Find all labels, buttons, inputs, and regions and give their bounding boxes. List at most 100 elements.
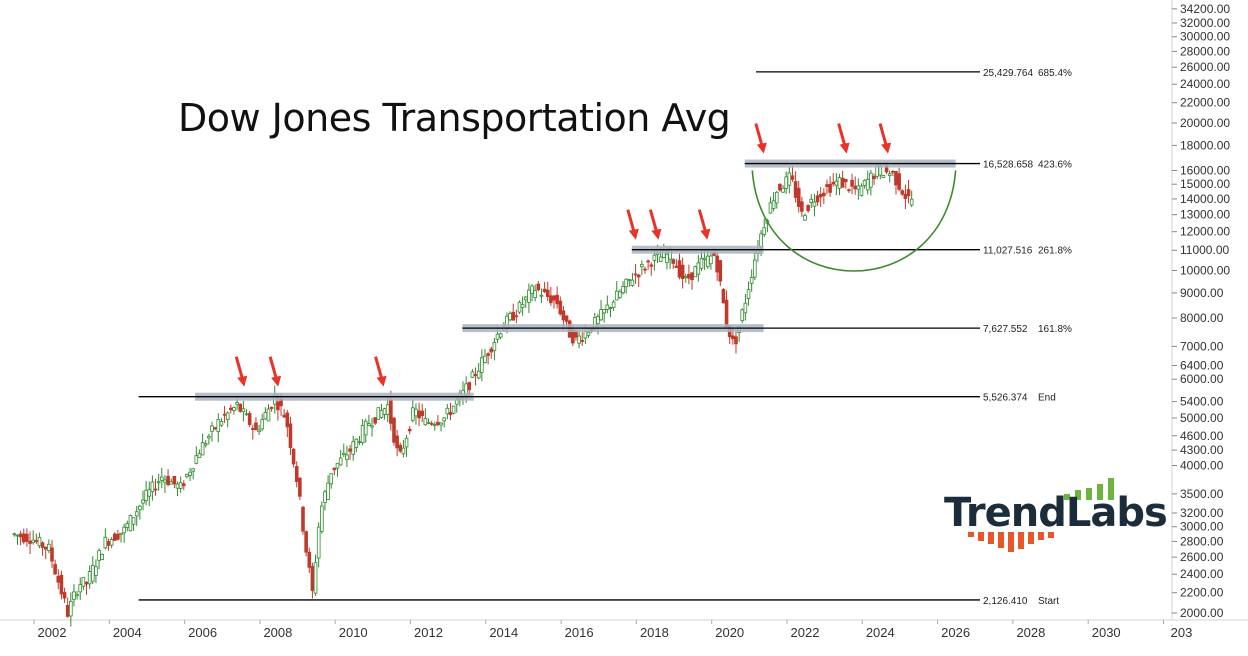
candle-body — [150, 481, 155, 493]
candle-body — [379, 409, 384, 418]
candle-body — [530, 285, 534, 294]
candle-body — [426, 421, 431, 424]
candle-body — [304, 531, 308, 553]
candle-body — [307, 551, 312, 568]
candle-body — [523, 296, 528, 301]
candle-body — [194, 455, 199, 464]
y-tick-label: 13000.00 — [1180, 208, 1230, 222]
candle-body — [250, 428, 255, 430]
candle-body — [138, 505, 142, 511]
candles — [12, 161, 914, 627]
candle-body — [329, 473, 334, 485]
candle-body — [621, 286, 625, 294]
candle-body — [72, 591, 76, 600]
candle-body — [50, 547, 54, 562]
candle-body — [815, 195, 820, 203]
x-tick-label: 203 — [1171, 625, 1193, 640]
candle-body — [181, 483, 186, 487]
x-tick-label: 2010 — [339, 625, 368, 640]
candle-body — [624, 278, 628, 288]
brand-bar-down — [978, 532, 984, 541]
candle-body — [87, 571, 92, 585]
y-tick-label: 18000.00 — [1180, 138, 1230, 152]
candle-body — [395, 435, 399, 449]
candle-body — [822, 192, 826, 197]
candle-body — [294, 466, 299, 483]
level-tag-label: 423.6% — [1038, 160, 1072, 171]
candle-body — [768, 202, 773, 214]
candle-body — [62, 592, 67, 599]
candle-body — [549, 295, 553, 304]
candle-body — [677, 260, 682, 278]
candle-body — [608, 307, 613, 309]
brand-bar-down — [968, 532, 974, 537]
x-tick-label: 2008 — [263, 625, 292, 640]
candle-body — [583, 330, 588, 339]
candle-body — [577, 335, 581, 344]
candle-body — [210, 425, 214, 432]
candle-body — [596, 316, 600, 325]
y-tick-label: 16000.00 — [1180, 163, 1230, 177]
candle-body — [891, 170, 895, 173]
candle-body — [872, 175, 876, 180]
red-arrow-icon — [268, 356, 282, 387]
candle-body — [188, 471, 192, 476]
candle-body — [812, 201, 817, 207]
candle-body — [762, 227, 767, 235]
candle-body — [665, 253, 669, 263]
candle-body — [310, 566, 315, 591]
candle-body — [260, 419, 265, 430]
brand-name: TrendLabs — [944, 490, 1168, 536]
y-tick-label: 2000.00 — [1180, 606, 1224, 620]
candle-body — [906, 189, 911, 197]
y-tick-label: 2600.00 — [1180, 550, 1224, 564]
candle-body — [163, 479, 167, 483]
candle-body — [332, 467, 337, 471]
candle-body — [298, 477, 302, 497]
level-value-label: 5,526.374 — [983, 393, 1028, 404]
red-arrow-icon — [837, 123, 850, 154]
y-tick-label: 4600.00 — [1180, 429, 1224, 443]
candle-body — [533, 290, 537, 299]
candle-body — [103, 536, 108, 549]
candle-body — [436, 421, 440, 425]
candle-body — [207, 435, 211, 439]
candle-body — [517, 301, 522, 313]
candle-body — [856, 185, 861, 190]
x-tick-label: 2020 — [715, 625, 744, 640]
candle-body — [759, 233, 763, 248]
candle-body — [840, 177, 845, 188]
candle-body — [235, 402, 239, 405]
candle-body — [200, 442, 205, 456]
x-tick-label: 2026 — [941, 625, 970, 640]
candle-body — [721, 288, 726, 304]
candle-body — [859, 185, 864, 196]
y-tick-label: 4000.00 — [1180, 458, 1224, 472]
y-tick-label: 9000.00 — [1180, 286, 1224, 300]
candle-body — [97, 550, 101, 561]
candle-body — [445, 407, 450, 415]
candle-body — [781, 187, 785, 193]
candle-body — [90, 565, 95, 582]
candle-body — [599, 309, 603, 321]
candle-body — [213, 427, 217, 430]
candle-body — [407, 428, 412, 432]
candle-body — [166, 475, 170, 486]
candle-body — [263, 412, 268, 420]
candle-body — [847, 189, 851, 192]
candle-body — [414, 408, 418, 417]
candle-body — [451, 405, 456, 414]
candle-body — [12, 533, 17, 536]
candle-body — [753, 259, 757, 278]
candle-body — [385, 404, 390, 415]
level-tag-label: 161.8% — [1038, 324, 1072, 335]
candle-body — [809, 199, 814, 203]
candle-body — [850, 179, 854, 187]
y-tick-label: 15000.00 — [1180, 177, 1230, 191]
candle-body — [18, 533, 23, 538]
brand-bar-down — [1008, 532, 1014, 552]
candle-body — [373, 417, 377, 424]
brand-logo: TrendLabs — [944, 490, 1168, 536]
red-arrow-icon — [648, 209, 662, 240]
y-tick-label: 22000.00 — [1180, 96, 1230, 110]
